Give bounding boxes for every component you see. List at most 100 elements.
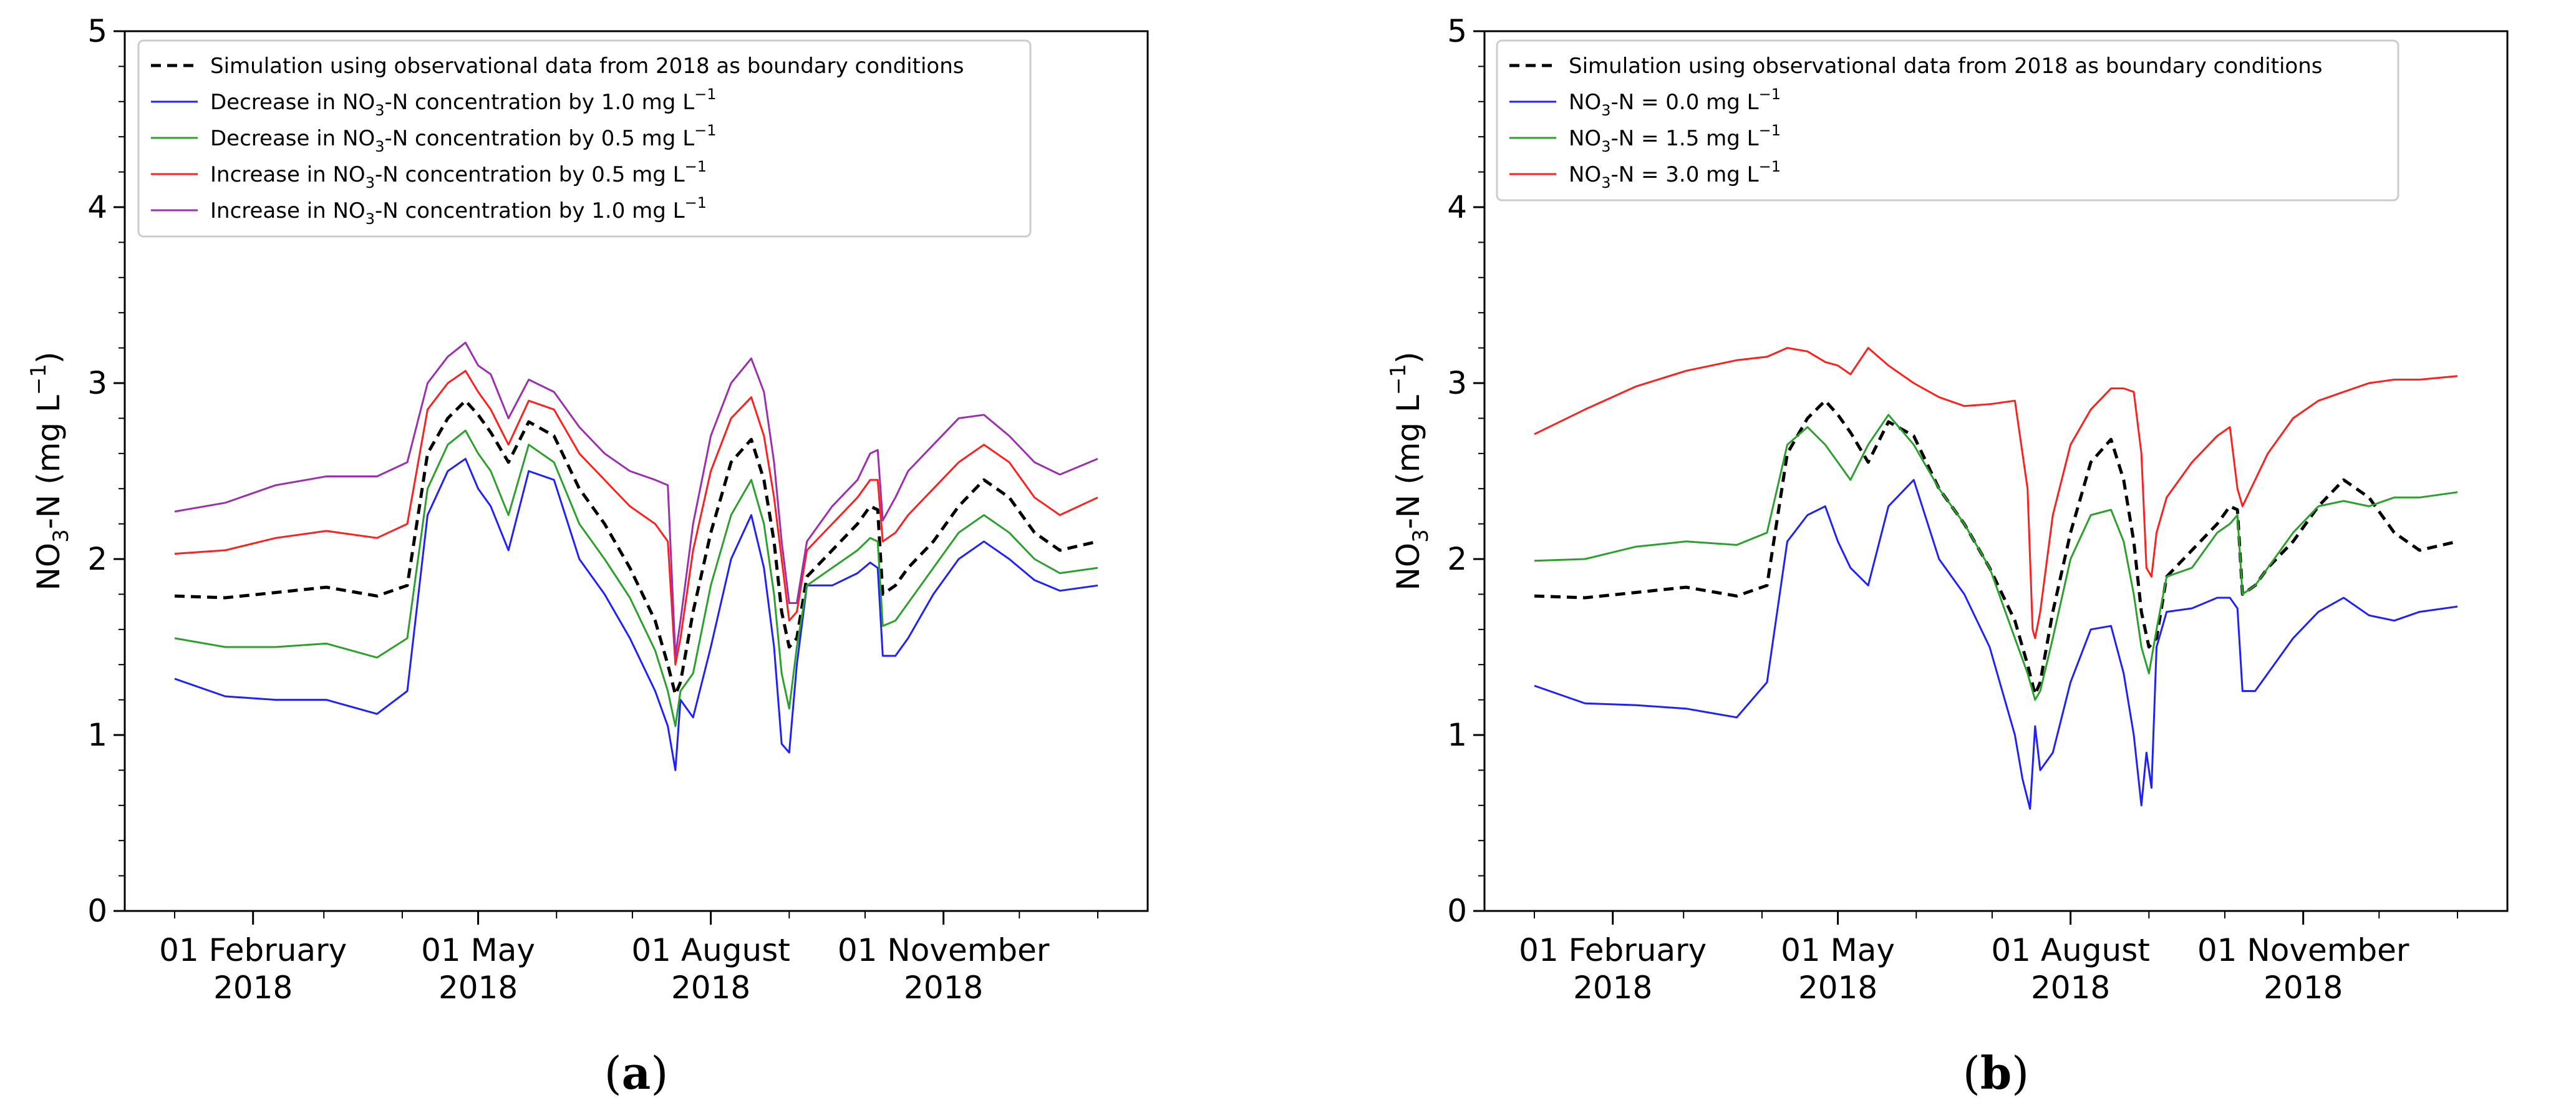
legend-entry-c00: NO3-N = 0.0 mg L−1: [1569, 85, 1781, 119]
y-tick-label: 4: [1447, 189, 1467, 225]
y-axis-label-part: NO: [1390, 543, 1426, 591]
x-tick-label-year: 2018: [438, 970, 518, 1006]
legend-text-sup: −1: [685, 194, 707, 212]
y-tick-label: 3: [1447, 365, 1467, 401]
x-tick-label: 01 November: [838, 932, 1050, 968]
legend-text-part: -N concentration by 1.0 mg L: [375, 198, 685, 223]
y-tick-label: 3: [87, 365, 107, 401]
legend-text-part: Simulation using observational data from…: [1569, 54, 2322, 79]
y-tick-label: 2: [87, 541, 107, 577]
panel-label-letter: b: [1980, 1046, 2012, 1099]
series-line-inc10: [174, 341, 1098, 657]
x-tick-label-year: 2018: [671, 970, 750, 1006]
legend-text-part: NO: [1569, 126, 1601, 151]
legend-text-sup: −1: [1759, 122, 1781, 139]
x-tick-label: 01 May: [421, 932, 535, 968]
x-tick-label: 01 August: [1991, 932, 2150, 968]
legend-entry-dec10: Decrease in NO3-N concentration by 1.0 m…: [210, 85, 717, 119]
legend-text-part: -N concentration by 1.0 mg L: [385, 90, 695, 115]
x-tick-label: 01 February: [1519, 932, 1707, 968]
panel-label-paren: ): [2012, 1047, 2029, 1099]
x-tick-label-year: 2018: [1573, 970, 1652, 1006]
x-tick-label-year: 2018: [904, 970, 983, 1006]
y-tick-label: 0: [1447, 893, 1467, 929]
x-tick-label-year: 2018: [2031, 970, 2110, 1006]
x-tick-label-year: 2018: [1798, 970, 1877, 1006]
legend-text-sup: −1: [685, 158, 707, 175]
legend-text-part: Decrease in NO: [210, 90, 375, 115]
panel-label-paren: (: [1963, 1047, 1980, 1099]
legend-text-part: -N = 3.0 mg L: [1610, 162, 1758, 187]
legend-text-sup: −1: [1759, 85, 1781, 103]
y-axis-label-sub: 3: [49, 529, 74, 543]
legend-text-sub: 3: [375, 138, 384, 155]
legend-text-sub: 3: [1601, 102, 1610, 119]
legend-text-part: NO: [1569, 90, 1601, 115]
legend-text-part: -N concentration by 0.5 mg L: [385, 126, 695, 151]
x-tick-label-year: 2018: [213, 970, 293, 1006]
series-line-baseline: [1534, 399, 2458, 696]
series-line-baseline: [174, 399, 1098, 696]
series-line-c00: [1534, 479, 2458, 810]
plot-frame: [123, 30, 1149, 912]
legend-text-part: -N concentration by 0.5 mg L: [375, 162, 685, 187]
legend-text-part: -N = 1.5 mg L: [1610, 126, 1758, 151]
legend-entry-dec05: Decrease in NO3-N concentration by 0.5 m…: [210, 122, 717, 155]
legend-entry-c15: NO3-N = 1.5 mg L−1: [1569, 122, 1781, 155]
legend-text-part: NO: [1569, 162, 1601, 187]
y-axis-label-part: NO: [31, 543, 67, 591]
y-tick-label: 5: [87, 13, 107, 49]
legend-text-sub: 3: [375, 102, 384, 119]
legend-text-sub: 3: [366, 210, 375, 228]
legend-text-sub: 3: [366, 174, 375, 192]
y-tick-label: 1: [87, 717, 107, 753]
legend-text-part: Increase in NO: [210, 162, 366, 187]
panel-label: (b): [1963, 1046, 2030, 1099]
legend-entry-inc05: Increase in NO3-N concentration by 0.5 m…: [210, 158, 707, 192]
y-tick-label: 5: [1447, 13, 1467, 49]
legend-text-sub: 3: [1601, 138, 1610, 155]
series-line-dec05: [174, 429, 1098, 728]
legend-box: [1496, 39, 2399, 202]
legend-text-sub: 3: [1601, 174, 1610, 192]
y-axis-label-sup: −1: [1386, 364, 1411, 395]
y-axis-label-sub: 3: [1408, 529, 1433, 543]
legend-box: [137, 39, 1032, 238]
legend-entry-c30: NO3-N = 3.0 mg L−1: [1569, 158, 1781, 192]
y-axis-label: NO3-N (mg L−1): [1386, 351, 1433, 590]
x-tick-label: 01 May: [1781, 932, 1895, 968]
legend-text-sup: −1: [694, 122, 716, 139]
series-line-c15: [1534, 414, 2458, 701]
legend-entry-baseline: Simulation using observational data from…: [1569, 54, 2322, 79]
legend-text-part: Decrease in NO: [210, 126, 375, 151]
series-line-c30: [1534, 347, 2458, 640]
panel-label-letter: a: [622, 1046, 651, 1099]
panel-label: (a): [604, 1046, 669, 1099]
panel-label-paren: (: [604, 1047, 622, 1099]
legend-text-part: Increase in NO: [210, 198, 366, 223]
legend-text-sup: −1: [694, 85, 716, 103]
y-tick-label: 1: [1447, 717, 1467, 753]
y-tick-label: 0: [87, 893, 107, 929]
x-tick-label: 01 November: [2197, 932, 2409, 968]
legend-text-sup: −1: [1759, 158, 1781, 175]
panel-label-paren: ): [651, 1047, 668, 1099]
plot-frame: [1483, 30, 2509, 912]
x-tick-label: 01 August: [631, 932, 790, 968]
y-axis-label-part: ): [31, 351, 67, 364]
series-line-inc05: [174, 369, 1098, 666]
y-axis-label-part: ): [1390, 351, 1426, 364]
legend-text-part: -N = 0.0 mg L: [1610, 90, 1758, 115]
legend-entry-baseline: Simulation using observational data from…: [210, 54, 964, 79]
y-tick-label: 4: [87, 189, 107, 225]
y-axis-label: NO3-N (mg L−1): [26, 351, 74, 590]
legend-entry-inc10: Increase in NO3-N concentration by 1.0 m…: [210, 194, 707, 228]
y-tick-label: 2: [1447, 541, 1467, 577]
y-axis-label-part: -N (mg L: [31, 395, 67, 529]
x-tick-label: 01 February: [159, 932, 347, 968]
x-tick-label-year: 2018: [2264, 970, 2343, 1006]
y-axis-label-part: -N (mg L: [1390, 395, 1426, 529]
